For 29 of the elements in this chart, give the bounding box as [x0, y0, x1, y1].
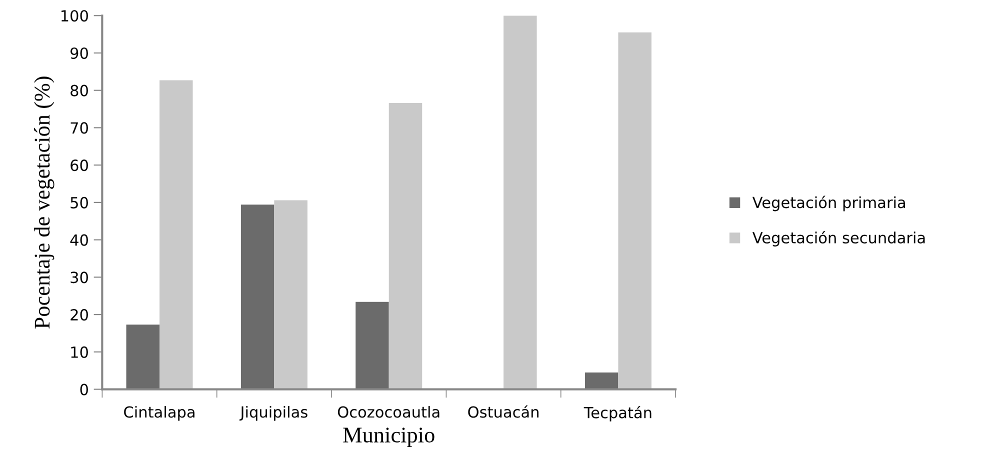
y-tick-label: 20 — [70, 309, 88, 321]
x-tick-label: Jiquipilas — [239, 406, 308, 421]
bar — [356, 302, 389, 390]
x-tick-label: Ocozocoautla — [338, 406, 440, 418]
bar — [240, 204, 274, 390]
y-axis-title: Pocentaje de vegetación (%) — [34, 76, 54, 329]
y-tick-label: 0 — [80, 384, 88, 396]
x-tick-label: Cintalapa — [124, 406, 194, 421]
y-tick-label: 100 — [62, 10, 88, 22]
x-tick-label: Tecpatán — [584, 406, 652, 422]
bar — [584, 372, 618, 390]
y-tick-label: 40 — [70, 234, 88, 246]
y-tick-label: 30 — [70, 272, 88, 284]
legend-label: Vegetación secundaria — [752, 231, 925, 246]
y-tick-label: 10 — [71, 346, 88, 358]
y-tick-label: 60 — [70, 160, 88, 172]
y-tick-label: 90 — [70, 47, 88, 59]
x-tick-label: Ostuacán — [468, 405, 538, 418]
bar — [160, 80, 193, 390]
y-tick-label: 70 — [70, 122, 88, 134]
x-axis-title: Municipio — [343, 428, 434, 448]
y-tick-label: 50 — [70, 196, 88, 208]
bar — [126, 324, 160, 390]
bar — [274, 200, 308, 390]
legend-label: Vegetación primaria — [752, 196, 905, 212]
bar — [618, 32, 652, 390]
y-tick-label: 80 — [70, 84, 88, 96]
bar — [388, 103, 422, 390]
bar — [504, 16, 537, 390]
